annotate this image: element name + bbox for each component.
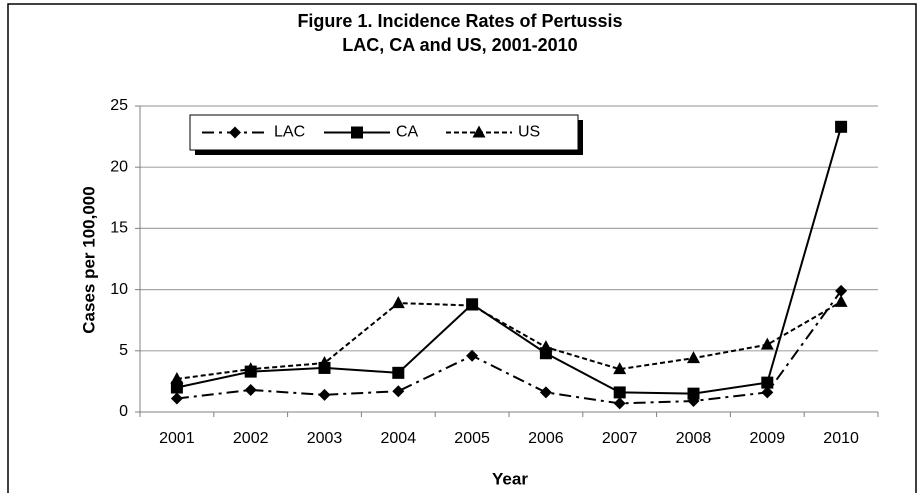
x-tick-label: 2004 xyxy=(381,430,417,447)
marker xyxy=(170,371,184,384)
y-axis-title: Cases per 100,000 xyxy=(79,186,98,333)
marker xyxy=(760,337,774,350)
marker xyxy=(613,362,627,375)
y-tick-label: 25 xyxy=(110,97,128,114)
marker xyxy=(170,381,183,394)
x-tick-label: 2001 xyxy=(159,430,195,447)
marker xyxy=(318,388,331,401)
x-tick-label: 2003 xyxy=(307,430,343,447)
marker xyxy=(687,351,700,364)
legend-label: CA xyxy=(396,124,419,141)
x-tick-label: 2006 xyxy=(528,430,564,447)
y-tick-label: 20 xyxy=(110,158,128,175)
marker xyxy=(687,387,700,400)
legend-label: LAC xyxy=(274,124,305,141)
marker xyxy=(761,386,774,399)
x-axis-title: Year xyxy=(492,469,528,488)
chart-border xyxy=(7,3,917,493)
legend-label: US xyxy=(518,124,540,141)
marker xyxy=(391,296,405,309)
y-tick-label: 0 xyxy=(119,403,128,420)
marker xyxy=(392,366,405,379)
y-tick-label: 15 xyxy=(110,220,128,237)
x-tick-label: 2009 xyxy=(750,430,786,447)
marker xyxy=(539,386,552,399)
marker xyxy=(613,397,626,410)
x-tick-label: 2007 xyxy=(602,430,638,447)
marker xyxy=(244,383,257,396)
x-tick-label: 2008 xyxy=(676,430,712,447)
x-tick-label: 2005 xyxy=(454,430,490,447)
y-tick-label: 10 xyxy=(110,281,128,298)
marker xyxy=(761,376,774,389)
marker xyxy=(613,386,626,399)
chart-subtitle: LAC, CA and US, 2001-2010 xyxy=(342,35,577,55)
series-line xyxy=(176,126,843,395)
marker xyxy=(835,120,848,133)
marker xyxy=(318,356,331,369)
chart-title: Figure 1. Incidence Rates of Pertussis xyxy=(297,11,622,31)
marker xyxy=(834,294,848,307)
marker xyxy=(170,392,183,405)
marker xyxy=(466,349,479,362)
series-line xyxy=(176,290,842,405)
marker xyxy=(539,340,553,353)
x-tick-label: 2010 xyxy=(823,430,859,447)
legend-marker xyxy=(472,125,486,138)
x-tick-label: 2002 xyxy=(233,430,269,447)
marker xyxy=(835,284,848,297)
legend-marker xyxy=(229,126,241,139)
y-tick-label: 5 xyxy=(119,342,128,359)
legend-marker xyxy=(351,126,363,139)
marker xyxy=(392,385,405,398)
marker xyxy=(244,362,258,375)
marker xyxy=(465,298,479,311)
